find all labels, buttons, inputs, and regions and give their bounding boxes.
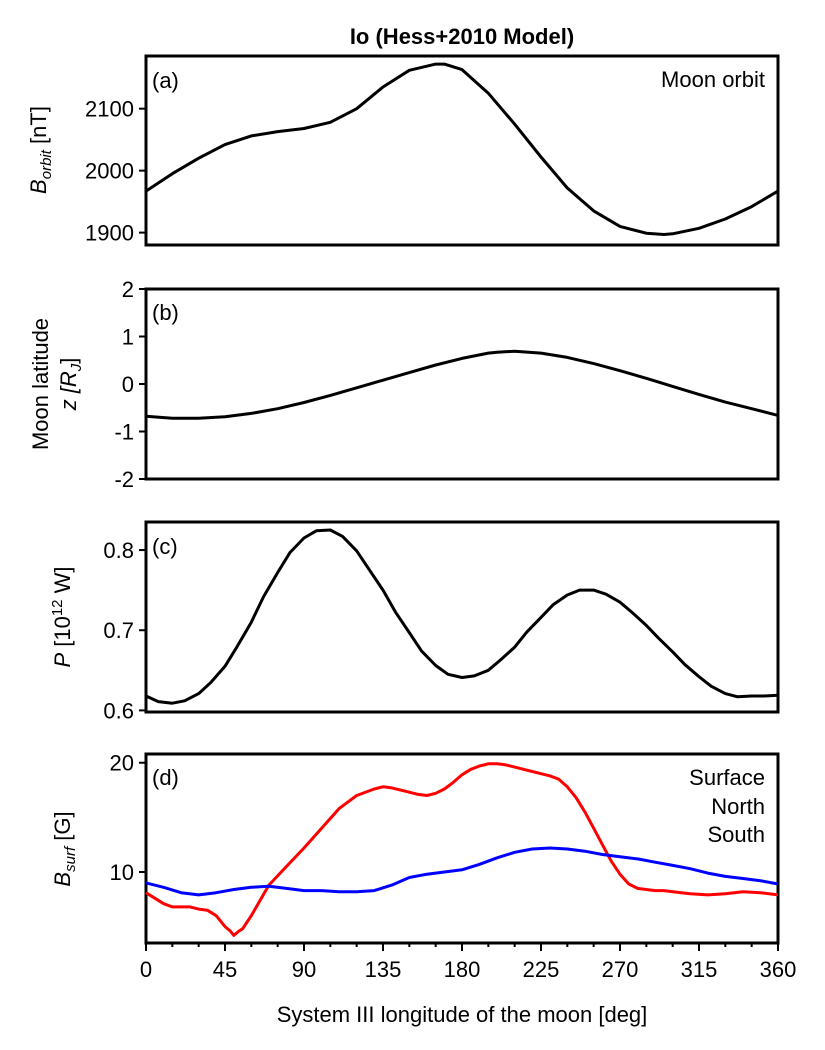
panel-d-series-line-north — [145, 762, 779, 937]
panel-a-orbit-field: (a) Moon orbit Borbit [nT] 1900 2000 2100 — [26, 54, 780, 247]
panel-a-ytick-label: 1900 — [85, 221, 134, 246]
panel-b-ylabel-line2: z [RJ] — [56, 358, 85, 412]
x-tick-label: 45 — [213, 957, 237, 982]
panel-c-ylabel-unit-pre: [10 — [50, 616, 75, 653]
panel-d-ytick-label: 20 — [110, 751, 134, 776]
x-tick-label: 0 — [140, 957, 152, 982]
panel-d-frame — [144, 752, 780, 945]
panel-c-series-line-0 — [145, 528, 779, 705]
panel-a-ytick-label: 2000 — [85, 159, 134, 184]
panel-c-ylabel-sup: 12 — [49, 599, 66, 616]
panel-b-ytick-label: -1 — [114, 420, 134, 445]
panel-a-ylabel-sub: orbit — [38, 149, 55, 179]
panel-c-frame — [144, 520, 780, 714]
panel-d-series-line-south — [145, 846, 779, 897]
panel-d-legend-south: South — [708, 822, 766, 847]
panel-a-ytick-label: 2100 — [85, 97, 134, 122]
x-axis-label: System III longitude of the moon [deg] — [277, 1002, 648, 1027]
panel-c-ylabel: P [1012 W] — [49, 566, 75, 667]
x-tick-label: 270 — [602, 957, 639, 982]
panel-d-ylabel-unit: [G] — [50, 811, 75, 846]
panel-b-moon-latitude: (b) Moon latitude z [RJ] -2 -1 0 1 2 — [28, 277, 780, 492]
x-tick-label: 360 — [760, 957, 797, 982]
panel-a-series-line-0 — [145, 62, 779, 236]
panel-c-ytick-label: 0.7 — [103, 618, 134, 643]
panel-c-power: (c) P [1012 W] 0.6 0.7 0.8 — [49, 520, 780, 723]
panel-d-ylabel: Bsurf [G] — [50, 811, 79, 886]
panel-b-ylabel-z: z [R — [56, 371, 81, 411]
x-tick-label: 315 — [681, 957, 718, 982]
panel-c-ytick-label: 0.6 — [103, 698, 134, 723]
panel-b-ylabel-sub: J — [68, 363, 85, 372]
x-tick-label: 135 — [365, 957, 402, 982]
panel-d-label: (d) — [152, 765, 179, 790]
figure-title: Io (Hess+2010 Model) — [350, 24, 574, 49]
panel-d-ylabel-main: B — [50, 872, 75, 887]
panel-d-ytick-label: 10 — [110, 860, 134, 885]
panel-b-frame — [144, 287, 780, 481]
panel-c-ylabel-unit-post: W] — [50, 566, 75, 599]
panel-d-ylabel-sub: surf — [62, 845, 79, 872]
x-tick-label: 90 — [292, 957, 316, 982]
panel-b-ytick-label: 0 — [122, 372, 134, 397]
panel-a-ylabel-main: B — [26, 179, 51, 194]
panel-b-label: (b) — [152, 300, 179, 325]
panel-b-series-line-0 — [145, 349, 779, 420]
panel-c-ylabel-main: P — [50, 653, 75, 668]
x-tick-label: 180 — [444, 957, 481, 982]
panel-c-ytick-label: 0.8 — [103, 538, 134, 563]
panel-a-frame — [144, 54, 780, 247]
x-tick-label: 225 — [523, 957, 560, 982]
panel-d-legend-north: North — [711, 794, 765, 819]
panel-a-label: (a) — [152, 68, 179, 93]
panel-b-ylabel-line1: Moon latitude — [28, 318, 53, 450]
panel-d-surface-field: (d) Surface North South Bsurf [G] System… — [50, 751, 796, 1027]
panel-a-annotation: Moon orbit — [661, 67, 765, 92]
panel-b-ylabel-end: ] — [56, 358, 81, 364]
panel-b-ytick-label: -2 — [114, 467, 134, 492]
panel-b-ytick-label: 1 — [122, 325, 134, 350]
panel-d-legend-title: Surface — [689, 765, 765, 790]
panel-a-ylabel-unit: [nT] — [26, 106, 51, 150]
panel-a-ylabel: Borbit [nT] — [26, 106, 55, 194]
panel-c-label: (c) — [152, 534, 178, 559]
panel-b-ytick-label: 2 — [122, 277, 134, 302]
